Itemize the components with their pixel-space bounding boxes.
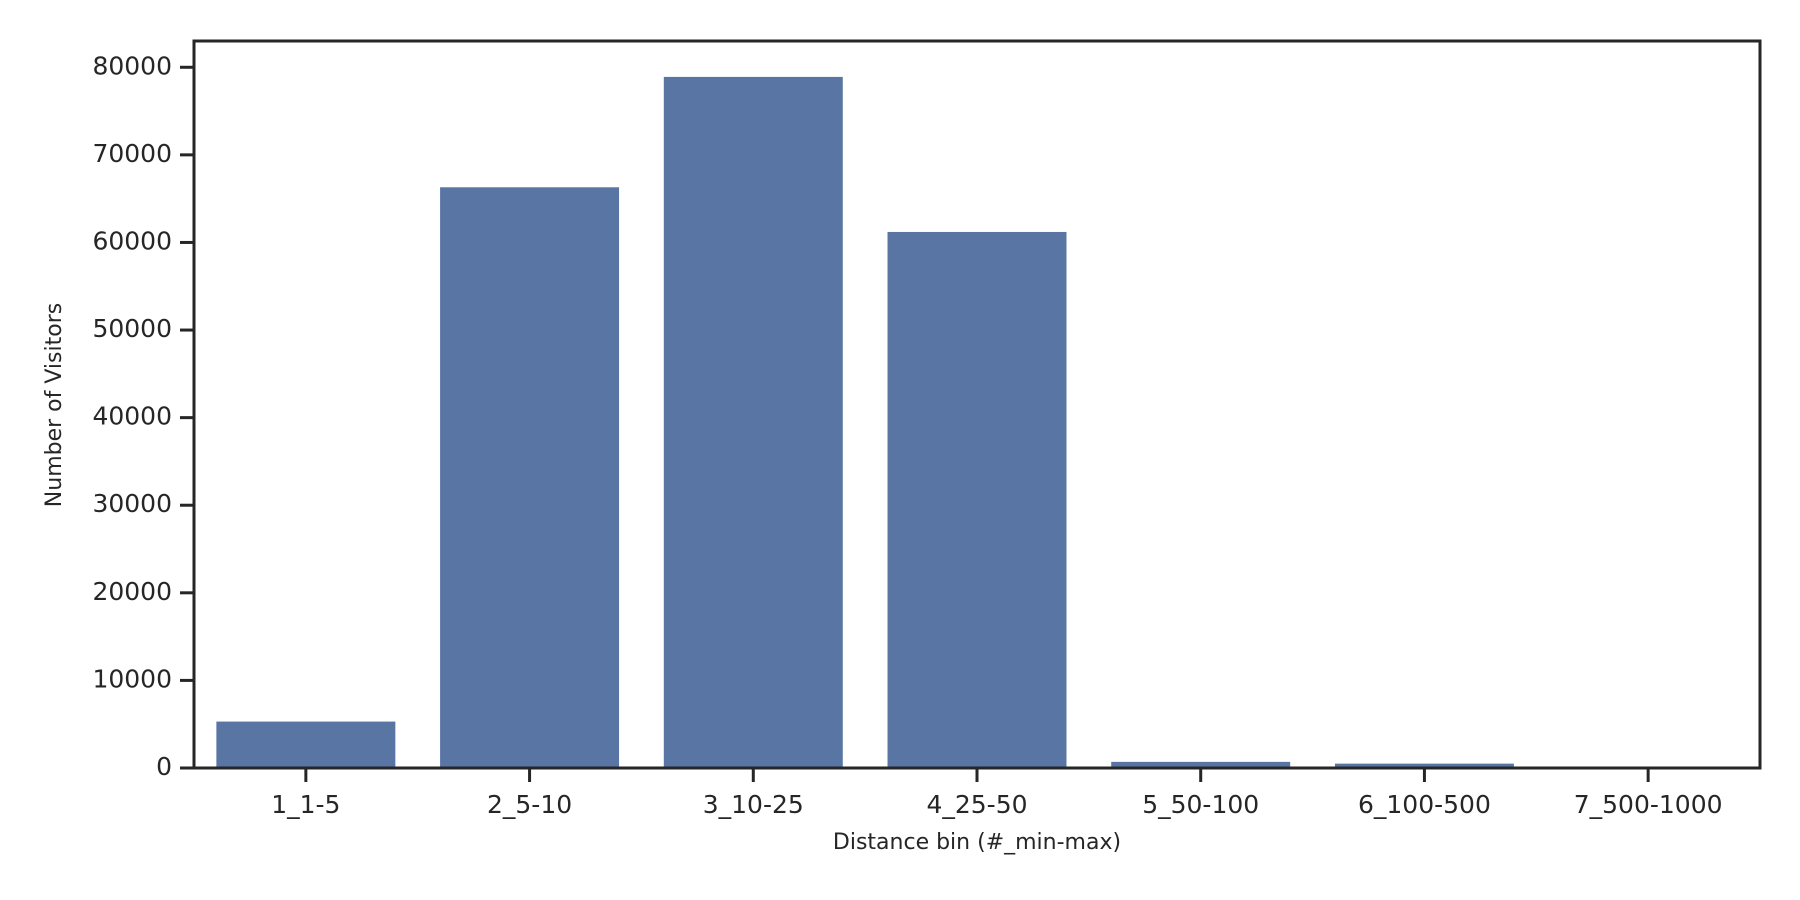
y-axis-label: Number of Visitors [42,303,67,507]
plot-frame [192,39,1762,770]
x-tick-label: 4_25-50 [926,790,1027,819]
bar [663,76,843,768]
x-tick-label: 1_1-5 [271,790,340,819]
y-tick-label: 20000 [92,577,172,606]
y-tick-label: 30000 [92,489,172,518]
y-tick-label: 40000 [92,402,172,431]
y-tick-label: 60000 [92,226,172,255]
y-tick-label: 10000 [92,664,172,693]
x-tick-label: 7_500-1000 [1574,790,1723,819]
bar [887,231,1067,768]
y-tick-label: 80000 [92,51,172,80]
x-tick-label: 6_100-500 [1358,790,1491,819]
bar [1111,761,1291,768]
x-tick-label: 5_50-100 [1142,790,1259,819]
x-axis-label: Distance bin (#_min-max) [833,830,1121,855]
x-tick-label: 3_10-25 [703,790,804,819]
bar [1334,763,1514,768]
y-tick-label: 50000 [92,314,172,343]
y-tick-label: 0 [156,752,172,781]
bar [216,721,396,768]
x-tick-label: 2_5-10 [487,790,572,819]
bar [440,187,620,769]
y-tick-label: 70000 [92,139,172,168]
